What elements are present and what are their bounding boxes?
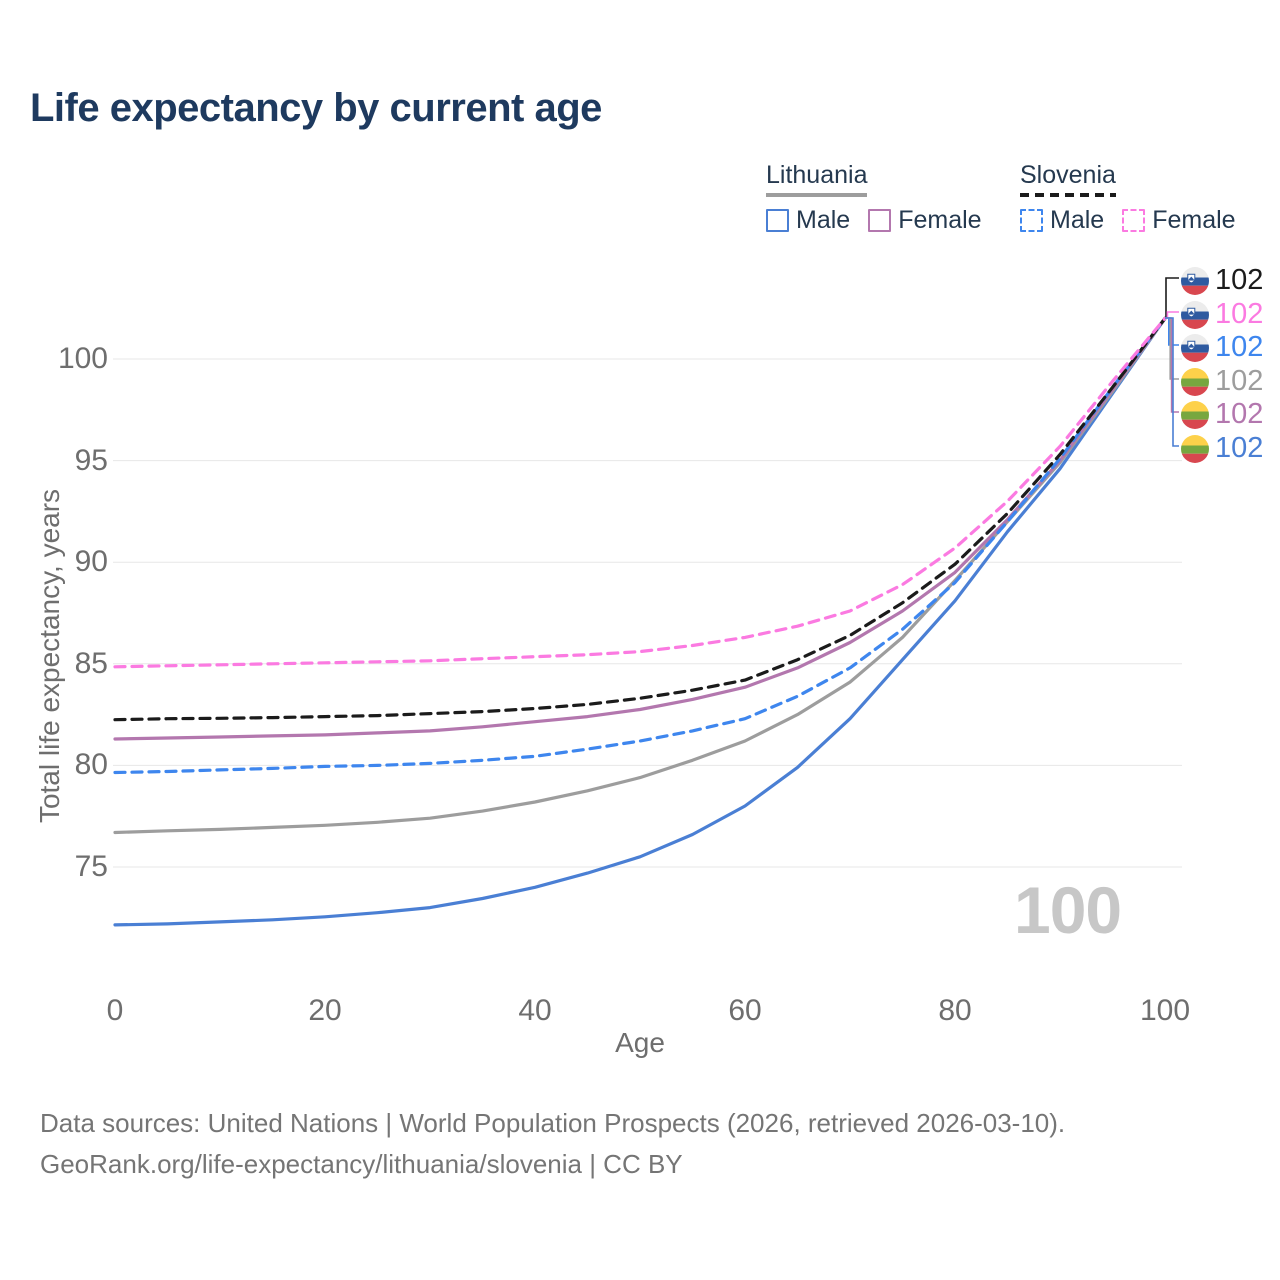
end-label-slovenia-both-sexes: 102 [1181,264,1263,297]
series-line-slovenia-both-sexes[interactable] [113,316,1167,722]
y-tick-label: 85 [74,646,108,680]
end-label-value: 102 [1215,432,1264,464]
x-axis-title: Age [615,1027,665,1058]
lithuania-flag-icon [1181,367,1209,396]
legend-entry-lithuania-male[interactable]: Male [766,206,850,235]
x-tick-label: 100 [1139,994,1191,1027]
legend-entries-lithuania: Male Female [766,206,982,235]
end-label-slovenia-male: 102 [1181,331,1263,364]
slovenia-flag-icon [1181,266,1209,295]
end-label-connector [1165,317,1179,413]
lithuania-male-swatch-icon [766,209,789,232]
data-sources-text: Data sources: United Nations | World Pop… [40,1108,1066,1138]
end-label-value: 102 [1215,298,1264,330]
legend-group-slovenia: Slovenia Male Female [1020,161,1236,235]
y-tick-label: 95 [74,443,108,477]
series-line-lithuania-male[interactable] [113,316,1167,927]
legend-entry-slovenia-female[interactable]: Female [1122,206,1236,235]
end-label-lithuania-female: 102 [1181,398,1263,431]
lithuania-female-swatch-icon [868,209,892,232]
legend-group-lithuania: Lithuania Male Female [766,161,982,235]
end-label-value: 102 [1215,331,1264,363]
legend-country-slovenia[interactable]: Slovenia [1020,161,1116,197]
end-label-connector [1165,311,1179,319]
series-line-slovenia-male[interactable] [113,316,1167,775]
x-tick-label: 60 [728,994,762,1027]
slovenia-flag-icon [1181,300,1209,329]
legend-entry-label: Female [898,206,982,234]
legend-country-label: Lithuania [766,161,868,189]
slovenia-male-swatch-icon [1020,209,1043,232]
legend-country-label: Slovenia [1020,161,1116,189]
x-tick-label: 20 [308,994,342,1027]
lithuania-solid-line-swatch [766,193,868,197]
series-line-lithuania-female[interactable] [113,316,1167,741]
page-title: Life expectancy by current age [30,86,602,130]
series-line-lithuania-both-sexes[interactable] [113,316,1167,835]
x-tick-label: 80 [938,994,972,1027]
x-tick-label: 40 [518,994,552,1027]
legend-entry-label: Female [1152,206,1236,234]
end-label-value: 102 [1215,365,1264,397]
slovenia-dashed-line-swatch [1020,193,1116,197]
x-tick-label: 0 [106,994,124,1027]
end-label-value: 102 [1215,264,1264,296]
slovenia-female-swatch-icon [1122,209,1146,232]
end-label-lithuania-male: 102 [1181,432,1263,465]
y-tick-label: 90 [74,545,108,579]
end-label-value: 102 [1215,398,1264,430]
legend-entries-slovenia: Male Female [1020,206,1236,235]
legend-entry-slovenia-male[interactable]: Male [1020,206,1104,235]
end-label-slovenia-female: 102 [1181,298,1263,331]
y-tick-label: 80 [74,748,108,782]
y-tick-label: 75 [74,850,108,883]
legend-entry-lithuania-female[interactable]: Female [868,206,982,235]
legend-country-lithuania[interactable]: Lithuania [766,161,868,197]
end-label-lithuania-both-sexes: 102 [1181,365,1263,398]
legend-entry-label: Male [1050,206,1105,234]
lithuania-flag-icon [1181,434,1209,463]
lithuania-flag-icon [1181,400,1209,429]
end-label-connector [1165,317,1179,447]
slovenia-flag-icon [1181,333,1209,362]
hover-age-watermark: 100 [1014,873,1122,947]
legend-entry-label: Male [796,206,851,234]
attribution-text: GeoRank.org/life-expectancy/lithuania/sl… [40,1149,683,1179]
y-tick-label: 100 [57,342,108,375]
series-line-slovenia-female[interactable] [113,316,1167,669]
